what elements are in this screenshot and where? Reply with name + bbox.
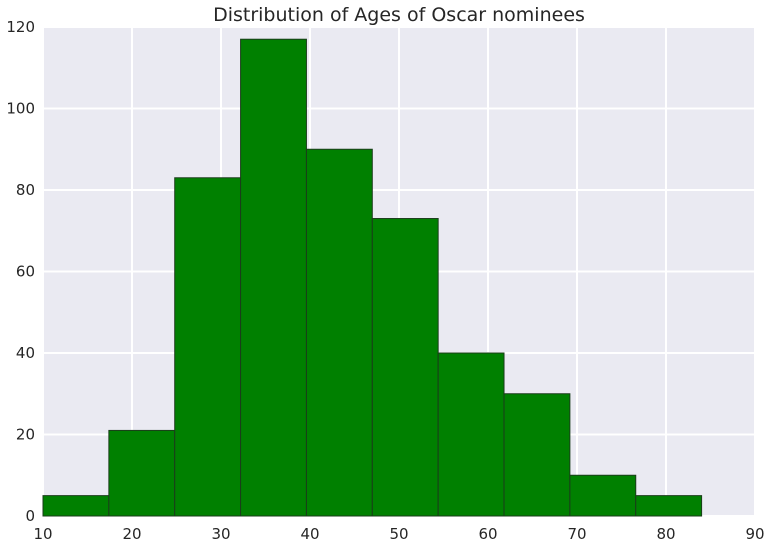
histogram-bar	[305, 148, 373, 517]
y-tick-label: 40	[16, 344, 35, 362]
chart-title: Distribution of Ages of Oscar nominees	[213, 4, 585, 26]
x-tick-label: 90	[745, 525, 764, 543]
histogram-bar	[371, 218, 439, 517]
x-tick-label: 40	[300, 525, 319, 543]
x-tick-label: 80	[656, 525, 675, 543]
x-tick-label: 10	[33, 525, 52, 543]
histogram-bar	[437, 352, 505, 517]
histogram-bar	[42, 495, 110, 517]
histogram-bar	[240, 38, 307, 517]
histogram-bar	[503, 393, 571, 517]
histogram-bar	[174, 177, 242, 517]
x-tick-label: 50	[389, 525, 408, 543]
y-tick-label: 80	[16, 181, 35, 199]
y-tick-label: 120	[6, 18, 35, 36]
x-tick-label: 30	[211, 525, 230, 543]
x-tick-label: 60	[478, 525, 497, 543]
histogram-bar	[569, 474, 637, 517]
y-tick-label: 20	[16, 426, 35, 444]
histogram-bar	[635, 495, 703, 517]
histogram-bar	[108, 429, 176, 517]
histogram-bars	[42, 38, 703, 517]
y-tick-label: 60	[16, 263, 35, 281]
y-tick-label: 100	[6, 100, 35, 118]
x-tick-label: 20	[122, 525, 141, 543]
y-tick-label: 0	[25, 507, 35, 525]
x-axis-ticks: 10 20 30 40 50 60 70 80 90	[33, 525, 764, 543]
x-tick-label: 70	[567, 525, 586, 543]
y-axis-ticks: 0 20 40 60 80 100 120	[6, 18, 35, 525]
